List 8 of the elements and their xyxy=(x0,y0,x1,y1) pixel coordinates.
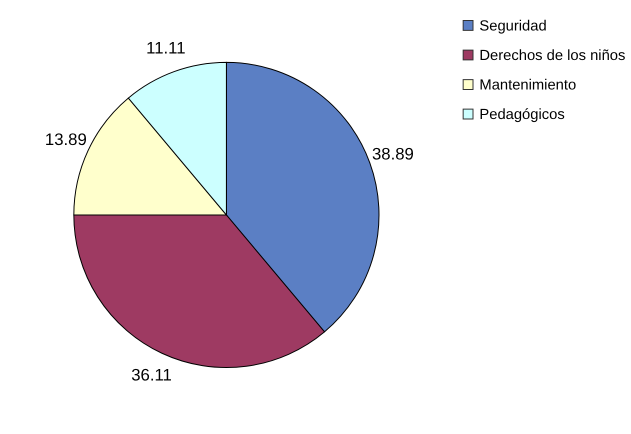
legend-label: Derechos de los niños xyxy=(479,48,626,64)
legend-label: Pedagógicos xyxy=(479,106,565,123)
legend-label: Seguridad xyxy=(479,18,547,34)
data-label: 13.89 xyxy=(44,130,87,149)
data-label: 38.89 xyxy=(372,144,414,164)
legend-label: Mantenimiento xyxy=(479,77,576,94)
data-label: 11.11 xyxy=(146,38,186,58)
data-label: 36.11 xyxy=(131,365,172,384)
